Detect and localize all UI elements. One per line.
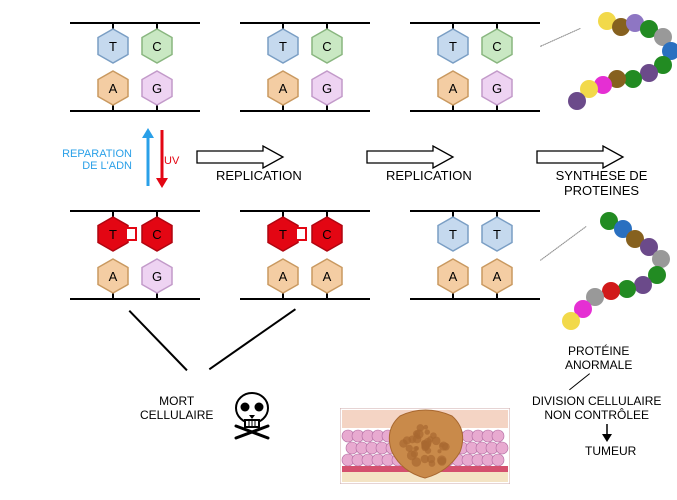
- base-hex-a: A: [437, 70, 469, 106]
- dna-block: TCAG: [410, 22, 540, 112]
- base-hex-t: T: [481, 216, 513, 252]
- base-hex-t: T: [437, 216, 469, 252]
- protein-abnormal-bead: [634, 276, 652, 294]
- process-label: SYNTHESE DE PROTEINES: [526, 168, 677, 198]
- base-hex-g: G: [141, 70, 173, 106]
- protein-abnormal-bead: [602, 282, 620, 300]
- base-hex-a: A: [437, 258, 469, 294]
- tumor-label: TUMEUR: [585, 445, 636, 459]
- cell-death-label: MORTCELLULAIRE: [140, 395, 213, 423]
- repair-label: REPARATIONDE L'ADN: [12, 148, 132, 172]
- base-hex-a: A: [481, 258, 513, 294]
- uv-label: UV: [164, 155, 179, 167]
- base-hex-a: A: [267, 258, 299, 294]
- dna-block: TCAG: [70, 22, 200, 112]
- thymine-dimer: [295, 227, 307, 241]
- dna-block: TCAA: [240, 210, 370, 300]
- base-hex-c: C: [141, 28, 173, 64]
- base-hex-a: A: [97, 258, 129, 294]
- protein-normal-bead: [568, 92, 586, 110]
- base-hex-c: C: [311, 216, 343, 252]
- base-hex-c: C: [311, 28, 343, 64]
- process-label: REPLICATION: [216, 168, 302, 183]
- protein-normal-bead: [640, 64, 658, 82]
- dna-block: TCAG: [70, 210, 200, 300]
- skull-icon: [230, 392, 274, 449]
- dna-block: TCAG: [240, 22, 370, 112]
- thymine-dimer: [125, 227, 137, 241]
- abnormal-protein-label: PROTÉINEANORMALE: [565, 345, 632, 373]
- protein-abnormal-bead: [562, 312, 580, 330]
- base-hex-a: A: [267, 70, 299, 106]
- base-hex-t: T: [267, 28, 299, 64]
- dna-block: TTAA: [410, 210, 540, 300]
- base-hex-t: T: [97, 28, 129, 64]
- protein-connector: [540, 226, 587, 261]
- protein-connector: [540, 28, 580, 47]
- base-hex-t: T: [437, 28, 469, 64]
- process-label: REPLICATION: [386, 168, 472, 183]
- base-hex-a: A: [311, 258, 343, 294]
- diagonal-line: [569, 373, 590, 390]
- tumor-illustration: [340, 408, 510, 489]
- protein-abnormal-bead: [618, 280, 636, 298]
- diagonal-line: [129, 310, 188, 371]
- division-label: DIVISION CELLULAIRENON CONTRÔLEE: [532, 395, 661, 423]
- base-hex-g: G: [141, 258, 173, 294]
- base-hex-g: G: [481, 70, 513, 106]
- protein-normal-bead: [624, 70, 642, 88]
- base-hex-g: G: [311, 70, 343, 106]
- diagonal-line: [209, 309, 296, 370]
- base-hex-c: C: [141, 216, 173, 252]
- base-hex-a: A: [97, 70, 129, 106]
- base-hex-c: C: [481, 28, 513, 64]
